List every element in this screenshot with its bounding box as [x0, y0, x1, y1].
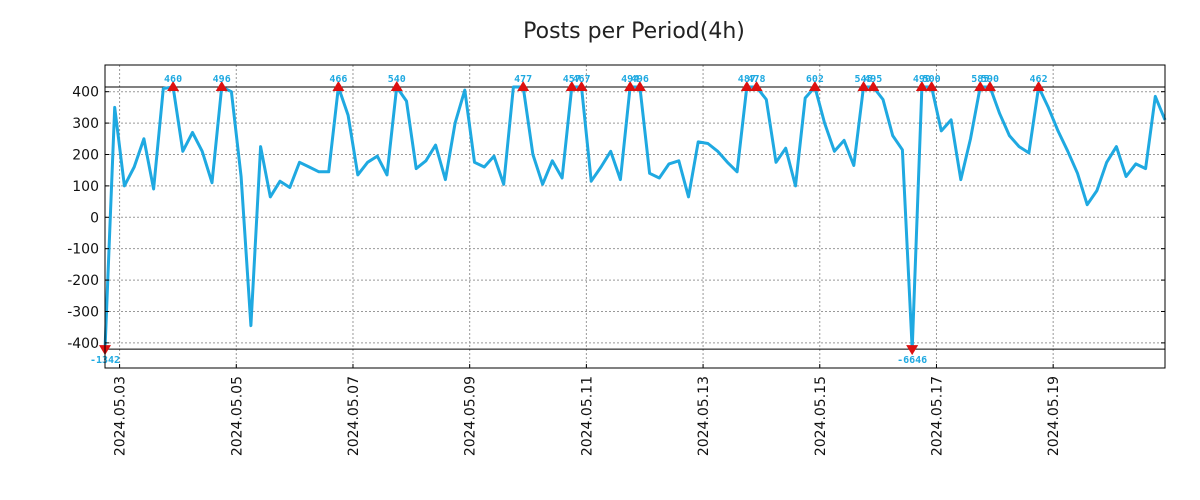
x-tick-label: 2024.05.11: [579, 376, 595, 456]
x-tick-label: 2024.05.03: [113, 376, 129, 456]
peak-marker-up: [215, 80, 228, 91]
peak-marker-up: [808, 80, 821, 91]
x-axis-ticks: 2024.05.03 2024.05.05 2024.05.07 2024.05.09…: [113, 364, 1062, 456]
peak-value-label: 500: [923, 74, 941, 85]
x-tick-label: 2024.05.13: [696, 376, 712, 456]
peak-value-label: 540: [388, 74, 406, 85]
y-tick-label: 300: [72, 116, 99, 132]
peak-value-label: 462: [1030, 74, 1048, 85]
peak-marker-up: [983, 80, 996, 91]
grid-lines: [105, 65, 1165, 368]
x-tick-label: 2024.05.17: [929, 376, 945, 456]
y-axis-ticks: -400 -300 -200 -100 0 100 200 300 400: [67, 85, 1165, 352]
peak-marker-up: [974, 80, 987, 91]
x-tick-label: 2024.05.19: [1046, 376, 1062, 456]
series-line-layer: [103, 85, 1167, 351]
peak-marker-up: [633, 80, 646, 91]
peak-marker-up: [332, 80, 345, 91]
y-tick-label: -100: [67, 242, 99, 258]
peak-marker-up: [575, 80, 588, 91]
peak-marker-up: [857, 80, 870, 91]
peak-value-label: 467: [572, 74, 590, 85]
peak-marker-up: [925, 80, 938, 91]
chart-title: Posts per Period(4h): [523, 19, 745, 44]
y-tick-label: 400: [72, 85, 99, 101]
x-tick-label: 2024.05.05: [229, 376, 245, 456]
peak-value-label: 590: [981, 74, 999, 85]
peak-marker-up: [517, 80, 530, 91]
peak-marker-up: [915, 80, 928, 91]
peak-marker-up: [1032, 80, 1045, 91]
peak-marker-up: [167, 80, 180, 91]
peak-marker-up: [740, 80, 753, 91]
peak-marker-up: [390, 80, 403, 91]
trough-marker-down: [906, 345, 919, 356]
peak-marker-up: [867, 80, 880, 91]
peak-value-label: 460: [164, 74, 182, 85]
plot-frame: [104, 64, 1166, 369]
peak-marker-up: [750, 80, 763, 91]
peak-value-label: 477: [514, 74, 532, 85]
peak-value-label: 496: [631, 74, 649, 85]
x-tick-label: 2024.05.09: [463, 376, 479, 456]
peak-value-label: 466: [329, 74, 347, 85]
y-tick-label: -300: [67, 304, 99, 320]
y-tick-label: -200: [67, 273, 99, 289]
x-tick-label: 2024.05.15: [813, 376, 829, 456]
y-tick-label: 0: [90, 210, 99, 226]
peak-value-label: 585: [971, 74, 989, 85]
x-tick-label: 2024.05.07: [346, 376, 362, 456]
peak-value-label: 545: [855, 74, 873, 85]
y-tick-label: 200: [72, 147, 99, 163]
peak-value-label: 490: [913, 74, 931, 85]
peak-value-label: 495: [864, 74, 882, 85]
peak-value-label: 494: [621, 74, 639, 85]
peak-marker-up: [565, 80, 578, 91]
peak-value-label: 478: [748, 74, 766, 85]
peak-value-label: 496: [213, 74, 231, 85]
y-tick-label: 100: [72, 179, 99, 195]
peak-value-label: 602: [806, 74, 824, 85]
peak-value-label: 487: [738, 74, 756, 85]
peak-marker-up: [624, 80, 637, 91]
trough-value-label: -6646: [897, 355, 927, 366]
posts-series-line: [103, 85, 1167, 351]
peak-value-label: 457: [563, 74, 581, 85]
y-tick-label: -400: [67, 336, 99, 352]
